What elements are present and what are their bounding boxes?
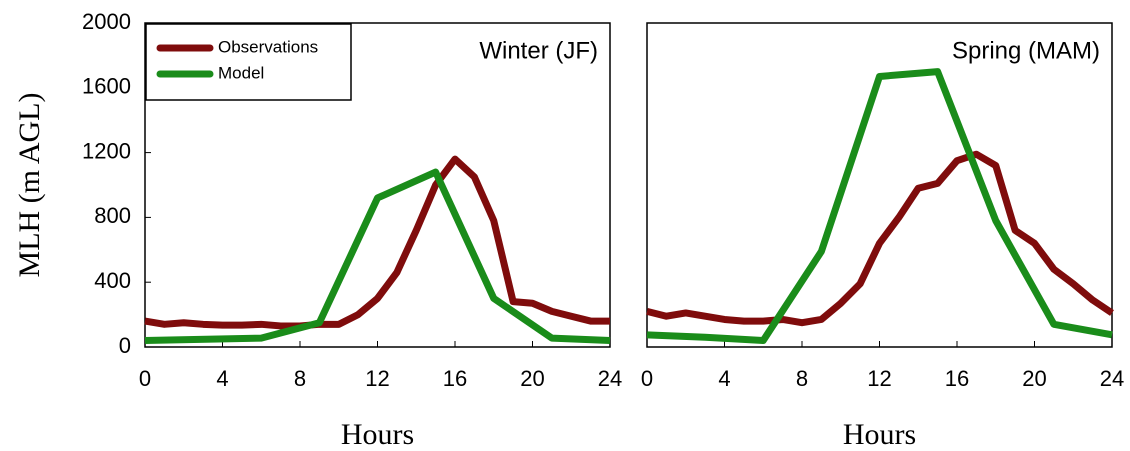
- data-line: [646, 150, 1114, 327]
- legend-label: Model: [218, 63, 264, 82]
- y-tick-label: 1200: [82, 138, 131, 163]
- data-line: [646, 68, 1113, 345]
- y-tick-label: 800: [94, 203, 131, 228]
- x-tick-label: 4: [718, 366, 730, 391]
- x-tick-label: 0: [139, 366, 151, 391]
- x-tick-label: 8: [796, 366, 808, 391]
- x-axis-label: Hours: [843, 418, 916, 451]
- legend-box: [145, 23, 352, 101]
- x-tick-label: 16: [443, 366, 467, 391]
- y-axis-label: MLH (m AGL): [13, 93, 46, 278]
- x-tick-label: 16: [945, 366, 969, 391]
- x-tick-label: 20: [1022, 366, 1046, 391]
- y-tick-label: 1600: [82, 74, 131, 99]
- data-line: [144, 168, 611, 345]
- x-tick-label: 12: [365, 366, 389, 391]
- y-tick-label: 0: [119, 333, 131, 358]
- x-tick-label: 24: [598, 366, 622, 391]
- x-axis-label: Hours: [341, 418, 414, 451]
- x-tick-label: 4: [216, 366, 228, 391]
- x-tick-label: 0: [641, 366, 653, 391]
- legend-label: Observations: [218, 37, 318, 56]
- y-tick-label: 400: [94, 268, 131, 293]
- x-tick-label: 8: [294, 366, 306, 391]
- x-tick-label: 12: [867, 366, 891, 391]
- data-line: [144, 155, 610, 330]
- panel-title: Spring (MAM): [952, 37, 1100, 64]
- panel-title: Winter (JF): [479, 37, 598, 64]
- y-tick-label: 2000: [82, 9, 131, 34]
- x-tick-label: 20: [520, 366, 544, 391]
- x-tick-label: 24: [1100, 366, 1124, 391]
